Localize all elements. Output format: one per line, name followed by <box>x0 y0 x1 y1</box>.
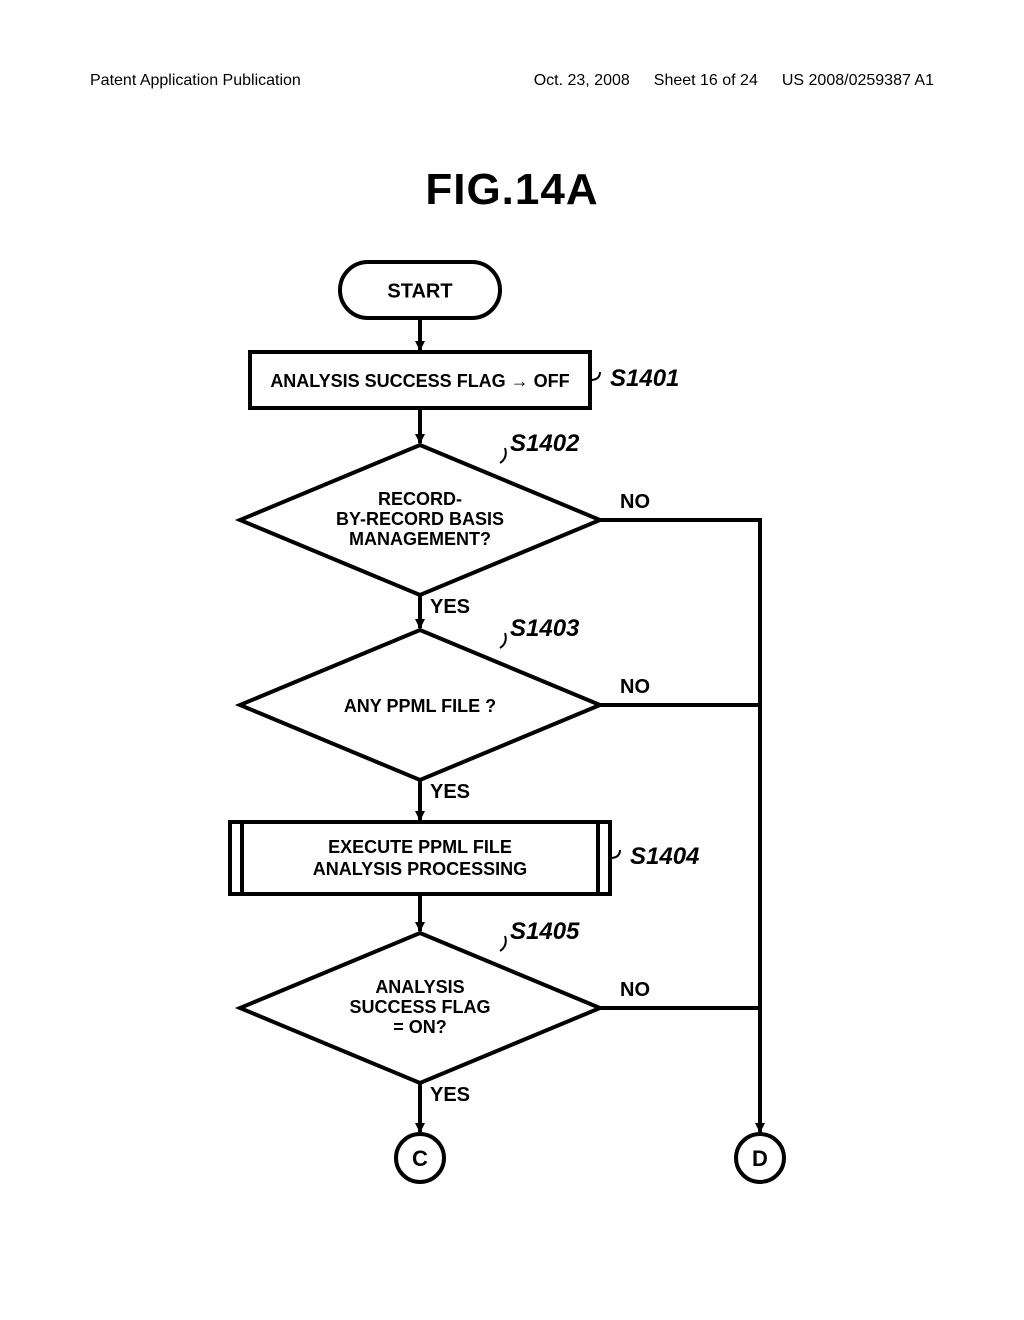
s1404-node: EXECUTE PPML FILE ANALYSIS PROCESSING <box>230 822 610 894</box>
s1402-line1: RECORD- <box>378 489 462 509</box>
edge-s1402-yes: YES <box>430 596 470 618</box>
step-label-s1401: S1401 <box>610 365 679 392</box>
s1402-line3: MANAGEMENT? <box>349 529 491 549</box>
s1401-text: ANALYSIS SUCCESS FLAG → OFF <box>270 371 569 391</box>
step-label-s1402: S1402 <box>510 430 580 457</box>
edge-s1402-no: NO <box>620 491 650 513</box>
edge-s1405-yes: YES <box>430 1084 470 1106</box>
figure-title: FIG.14A <box>0 165 1024 215</box>
start-label: START <box>387 280 452 302</box>
s1403-node: ANY PPML FILE ? <box>240 630 600 780</box>
connector-d: D <box>736 1134 784 1182</box>
step-label-s1403: S1403 <box>510 615 580 642</box>
s1404-line2: ANALYSIS PROCESSING <box>313 859 527 879</box>
s1402-line2: BY-RECORD BASIS <box>336 509 504 529</box>
s1404-line1: EXECUTE PPML FILE <box>328 837 512 857</box>
s1401-node: ANALYSIS SUCCESS FLAG → OFF <box>250 352 590 408</box>
s1405-line2: SUCCESS FLAG <box>349 997 490 1017</box>
flowchart: START ANALYSIS SUCCESS FLAG → OFF RECORD… <box>120 250 900 1250</box>
s1405-line1: ANALYSIS <box>375 977 464 997</box>
s1405-node: ANALYSIS SUCCESS FLAG = ON? <box>240 933 600 1083</box>
header-left: Patent Application Publication <box>90 72 301 90</box>
start-node: START <box>340 262 500 318</box>
s1403-text: ANY PPML FILE ? <box>344 696 496 716</box>
step-label-s1405: S1405 <box>510 918 580 945</box>
header-sheet: Sheet 16 of 24 <box>654 72 758 90</box>
edge-s1405-no: NO <box>620 979 650 1001</box>
s1405-line3: = ON? <box>393 1017 447 1037</box>
header-pubno: US 2008/0259387 A1 <box>782 72 934 90</box>
header-date: Oct. 23, 2008 <box>534 72 630 90</box>
edge-s1403-yes: YES <box>430 781 470 803</box>
page-header: Patent Application Publication Oct. 23, … <box>90 72 934 90</box>
step-label-s1404: S1404 <box>630 843 699 870</box>
edge-s1403-no: NO <box>620 676 650 698</box>
s1402-node: RECORD- BY-RECORD BASIS MANAGEMENT? <box>240 445 600 595</box>
connector-d-label: D <box>752 1146 768 1171</box>
connector-c-label: C <box>412 1146 428 1171</box>
connector-c: C <box>396 1134 444 1182</box>
